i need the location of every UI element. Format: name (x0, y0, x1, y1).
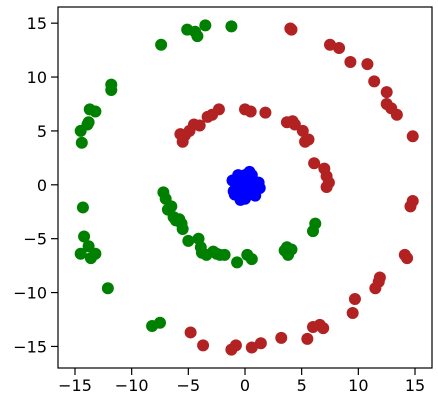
data-point-s1-40 (309, 217, 322, 230)
data-point-s0-54 (184, 326, 197, 339)
data-point-s1-38 (285, 243, 298, 256)
y-tick-label: 5 (37, 122, 47, 141)
data-point-s0-47 (301, 332, 314, 345)
data-point-s0-26 (288, 118, 301, 131)
data-point-s0-3 (333, 41, 346, 54)
data-point-s0-4 (344, 55, 357, 68)
data-point-s0-42 (348, 293, 361, 306)
data-point-s0-49 (254, 337, 267, 350)
y-tick-label: −5 (23, 230, 47, 249)
y-tick-label: −10 (13, 284, 47, 303)
data-point-s0-45 (317, 322, 330, 335)
data-point-s1-5 (155, 38, 168, 51)
data-point-s0-10 (390, 108, 403, 121)
data-point-s1-13 (89, 105, 102, 118)
data-point-s1-9 (75, 136, 88, 149)
data-point-s0-36 (404, 200, 417, 213)
data-point-s0-17 (201, 110, 214, 123)
data-point-s2-19 (228, 188, 241, 201)
data-point-s0-14 (244, 105, 257, 118)
y-tick-label: 15 (27, 14, 47, 33)
data-point-s0-30 (308, 157, 321, 170)
data-point-s0-41 (369, 282, 382, 295)
x-axis: −15 −10 −5 0 5 10 15 (58, 368, 425, 395)
data-point-s0-27 (296, 124, 309, 137)
data-point-s2-23 (239, 169, 251, 182)
points-layer (74, 19, 419, 356)
data-point-s0-52 (225, 343, 238, 356)
data-point-s0-2 (324, 38, 336, 51)
data-point-s0-46 (307, 321, 319, 334)
x-tick-label: 0 (240, 376, 250, 395)
data-point-s0-1 (285, 23, 298, 36)
data-point-s2-16 (226, 174, 239, 187)
data-point-s1-23 (182, 234, 195, 247)
data-point-s1-41 (76, 201, 89, 214)
y-tick-label: 10 (27, 68, 47, 87)
data-point-s0-43 (346, 307, 359, 320)
data-point-s1-46 (89, 247, 102, 260)
y-axis: −15 −10 −5 0 5 10 15 (13, 14, 58, 356)
data-point-s1-17 (165, 200, 178, 213)
data-point-s0-23 (176, 135, 189, 148)
data-point-s2-22 (241, 182, 254, 195)
data-point-s0-53 (197, 339, 210, 352)
data-point-s1-12 (82, 116, 95, 129)
data-point-s1-47 (101, 282, 114, 295)
x-tick-label: 10 (348, 376, 368, 395)
data-point-s1-2 (191, 30, 204, 43)
data-point-s2-20 (253, 182, 266, 195)
data-point-s0-34 (322, 176, 335, 189)
data-point-s1-7 (105, 83, 118, 96)
y-tick-label: −15 (13, 337, 47, 356)
data-point-s0-29 (302, 133, 315, 146)
data-point-s0-38 (401, 252, 414, 265)
y-tick-label: 0 (37, 176, 47, 195)
data-point-s0-7 (380, 86, 393, 99)
data-point-s2-17 (239, 192, 251, 205)
data-point-s1-49 (154, 316, 166, 329)
data-point-s1-0 (199, 19, 212, 32)
data-point-s1-31 (218, 248, 231, 261)
data-point-s1-32 (231, 256, 244, 269)
data-point-s0-12 (259, 106, 272, 119)
x-tick-label: −15 (58, 376, 92, 395)
x-tick-label: −10 (115, 376, 149, 395)
data-point-s1-42 (74, 247, 87, 260)
x-tick-label: −5 (177, 376, 201, 395)
data-point-s0-48 (275, 331, 288, 344)
data-point-s0-50 (245, 341, 258, 354)
data-point-s0-6 (368, 75, 381, 88)
data-point-s1-3 (181, 23, 194, 36)
data-point-s1-43 (78, 230, 91, 243)
data-point-s0-5 (361, 58, 374, 71)
data-point-s0-11 (406, 130, 419, 143)
data-point-s1-22 (176, 222, 189, 235)
x-tick-label: 15 (405, 376, 425, 395)
data-point-s1-4 (225, 20, 238, 33)
data-point-s1-34 (245, 253, 258, 266)
x-tick-label: 5 (297, 376, 307, 395)
